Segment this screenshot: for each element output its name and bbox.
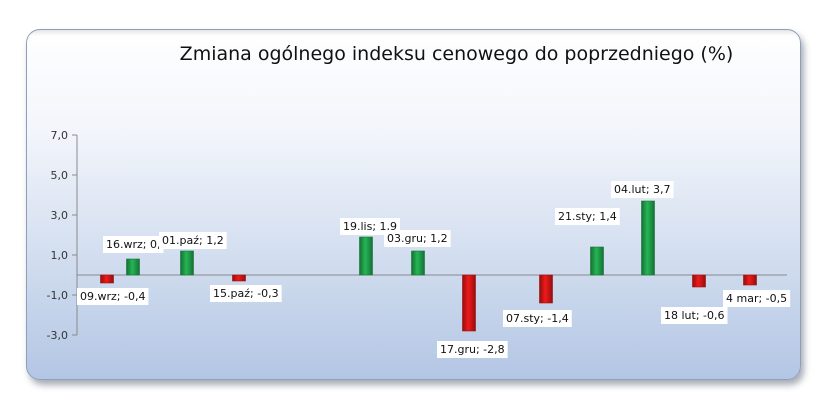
bar-01.paź	[180, 250, 194, 276]
data-label-background	[611, 181, 674, 198]
data-label-background	[503, 310, 572, 327]
chart-frame	[26, 29, 801, 380]
data-label: 09.wrz; -0,4	[80, 290, 145, 303]
bar-16.wrz	[126, 258, 140, 276]
data-label: 15.paź; -0,3	[213, 287, 279, 300]
data-label-background	[77, 288, 149, 305]
bar-4-mar	[743, 274, 757, 286]
bar-18-lut	[692, 274, 706, 288]
data-label-background	[723, 290, 791, 307]
data-label: 21.sty; 1,4	[558, 210, 617, 223]
data-label: 16.wrz; 0,	[106, 238, 160, 251]
bar-04.lut	[641, 200, 655, 276]
bar-19.lis	[359, 236, 373, 276]
data-label: 03.gru; 1,2	[387, 232, 448, 245]
data-label-background	[384, 230, 451, 247]
data-label: 01.paź; 1,2	[162, 234, 224, 247]
chart-title: Zmiana ogólnego indeksu cenowego do popr…	[179, 43, 734, 65]
bar-15.paź	[232, 274, 246, 282]
data-label: 17.gru; -2,8	[440, 343, 505, 356]
data-label-background	[103, 236, 164, 253]
data-label: 18 lut; -0,6	[664, 309, 725, 322]
data-label-background	[210, 285, 282, 302]
bar-09.wrz	[100, 274, 114, 284]
data-label: 4 mar; -0,5	[726, 292, 787, 305]
y-tick-label: 3,0	[51, 209, 69, 222]
y-tick-label: 1,0	[51, 249, 69, 262]
bar-07.sty	[539, 274, 553, 304]
bar-17.gru	[462, 274, 476, 332]
y-tick-label: -1,0	[47, 289, 68, 302]
data-label-background	[437, 341, 508, 358]
data-label: 04.lut; 3,7	[614, 183, 671, 196]
bar-21.sty	[590, 246, 604, 276]
y-tick-label: 5,0	[51, 169, 69, 182]
data-label-background	[555, 208, 620, 225]
data-label: 19.lis; 1,9	[343, 220, 397, 233]
data-label: 07.sty; -1,4	[506, 312, 569, 325]
bar-03.gru	[411, 250, 425, 276]
y-tick-label: 7,0	[51, 129, 69, 142]
data-label-background	[661, 307, 728, 324]
y-tick-label: -3,0	[47, 329, 68, 342]
data-label-background	[159, 232, 227, 249]
